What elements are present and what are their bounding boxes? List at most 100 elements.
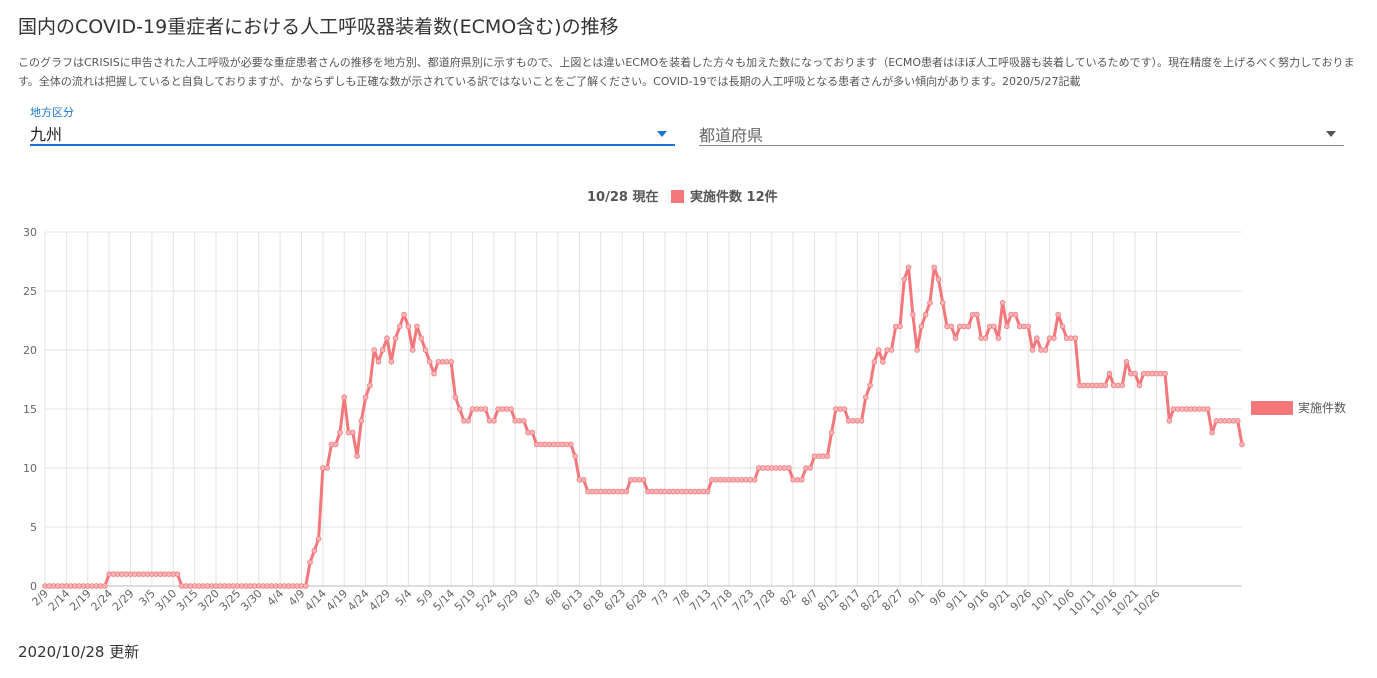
legend-swatch[interactable]: [1251, 401, 1293, 415]
data-point[interactable]: [991, 323, 997, 330]
data-point[interactable]: [422, 347, 429, 353]
data-point[interactable]: [456, 406, 463, 412]
data-point[interactable]: [880, 359, 886, 365]
legend-label[interactable]: 実施件数: [1298, 400, 1346, 415]
data-point[interactable]: [914, 347, 920, 353]
data-point[interactable]: [324, 465, 330, 471]
data-point[interactable]: [1234, 418, 1241, 424]
data-point[interactable]: [580, 476, 587, 483]
data-point[interactable]: [824, 453, 831, 460]
data-point[interactable]: [102, 583, 108, 589]
data-point[interactable]: [1012, 311, 1019, 318]
data-point[interactable]: [871, 359, 878, 365]
data-point[interactable]: [174, 571, 181, 578]
data-point[interactable]: [999, 300, 1006, 306]
data-point[interactable]: [858, 418, 865, 424]
data-point[interactable]: [409, 347, 416, 353]
data-point[interactable]: [939, 300, 946, 306]
data-point[interactable]: [388, 359, 395, 365]
data-point[interactable]: [952, 335, 959, 342]
data-point[interactable]: [841, 406, 848, 412]
data-point[interactable]: [910, 311, 916, 318]
data-point[interactable]: [1004, 323, 1010, 330]
data-point[interactable]: [623, 488, 630, 495]
chevron-down-icon[interactable]: [657, 131, 667, 137]
data-point[interactable]: [508, 406, 514, 412]
data-point[interactable]: [315, 535, 322, 542]
data-point[interactable]: [995, 335, 1002, 342]
data-point[interactable]: [520, 418, 527, 424]
data-point[interactable]: [1209, 429, 1215, 436]
data-point[interactable]: [529, 429, 536, 436]
region-select[interactable]: 地方区分 九州: [30, 104, 675, 146]
data-point[interactable]: [341, 394, 348, 401]
data-point[interactable]: [371, 347, 377, 353]
data-point[interactable]: [935, 276, 942, 282]
data-point[interactable]: [875, 347, 882, 353]
data-point[interactable]: [1162, 370, 1168, 377]
data-point[interactable]: [414, 323, 420, 330]
data-point[interactable]: [572, 453, 578, 460]
data-point[interactable]: [948, 323, 955, 330]
data-point[interactable]: [965, 323, 972, 330]
data-point[interactable]: [392, 335, 399, 342]
data-point[interactable]: [307, 559, 313, 566]
data-point[interactable]: [927, 300, 933, 306]
data-point[interactable]: [311, 547, 318, 554]
data-point[interactable]: [354, 453, 360, 460]
data-point[interactable]: [465, 418, 472, 424]
data-point[interactable]: [448, 359, 454, 365]
data-point[interactable]: [362, 394, 369, 401]
data-point[interactable]: [426, 359, 433, 365]
data-point[interactable]: [397, 323, 403, 330]
data-point[interactable]: [798, 476, 805, 483]
data-point[interactable]: [349, 429, 356, 436]
data-point[interactable]: [1166, 418, 1173, 424]
data-point[interactable]: [905, 264, 912, 271]
data-point[interactable]: [375, 359, 382, 365]
chevron-down-icon[interactable]: [1326, 131, 1336, 137]
data-point[interactable]: [922, 311, 929, 318]
data-point[interactable]: [367, 382, 373, 389]
data-point[interactable]: [568, 441, 574, 448]
data-point[interactable]: [418, 335, 425, 342]
data-point[interactable]: [482, 406, 489, 412]
data-point[interactable]: [1025, 323, 1032, 330]
data-point[interactable]: [1051, 335, 1057, 342]
data-point[interactable]: [384, 335, 390, 342]
data-point[interactable]: [379, 347, 386, 353]
data-point[interactable]: [751, 476, 758, 483]
data-point[interactable]: [931, 264, 937, 271]
data-point[interactable]: [332, 441, 339, 448]
data-point[interactable]: [401, 311, 407, 318]
data-point[interactable]: [807, 465, 814, 471]
data-point[interactable]: [1055, 311, 1061, 318]
data-point[interactable]: [431, 370, 437, 377]
data-point[interactable]: [405, 323, 412, 330]
data-point[interactable]: [828, 429, 835, 436]
data-point[interactable]: [302, 583, 309, 589]
data-point[interactable]: [1136, 382, 1143, 389]
data-point[interactable]: [888, 347, 895, 353]
data-point[interactable]: [1072, 335, 1079, 342]
data-point[interactable]: [452, 394, 459, 401]
data-point[interactable]: [862, 394, 869, 401]
data-point[interactable]: [1102, 382, 1108, 389]
prefecture-select[interactable]: 都道府県: [699, 104, 1344, 146]
data-point[interactable]: [337, 429, 343, 436]
data-point[interactable]: [1034, 335, 1040, 342]
data-point[interactable]: [1132, 370, 1138, 377]
data-point[interactable]: [491, 418, 497, 424]
data-point[interactable]: [1106, 370, 1113, 377]
data-point[interactable]: [1042, 347, 1049, 353]
data-point[interactable]: [1123, 359, 1130, 365]
data-point[interactable]: [867, 382, 873, 389]
data-point[interactable]: [901, 276, 908, 282]
data-point[interactable]: [982, 335, 989, 342]
data-point[interactable]: [1119, 382, 1126, 389]
data-point[interactable]: [1059, 323, 1066, 330]
data-point[interactable]: [1205, 406, 1211, 412]
data-point[interactable]: [704, 488, 711, 495]
data-point[interactable]: [358, 418, 365, 424]
data-point[interactable]: [897, 323, 903, 330]
